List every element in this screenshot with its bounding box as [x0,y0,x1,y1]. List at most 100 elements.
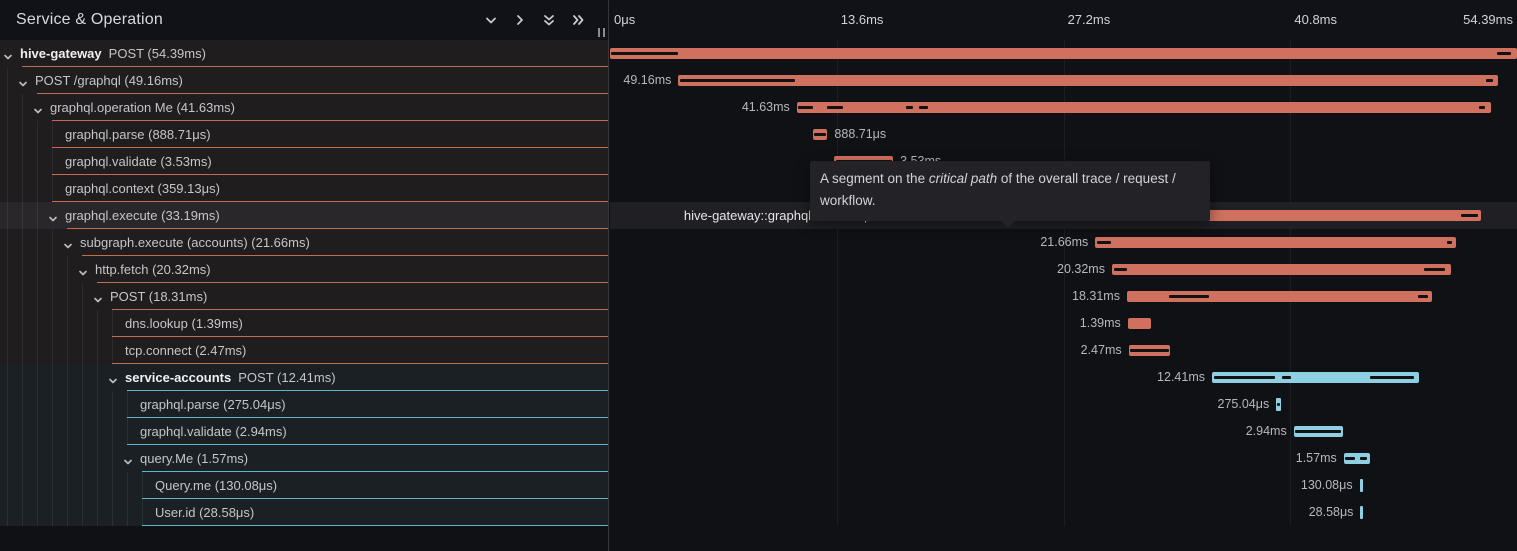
critical-path-segment[interactable] [1417,295,1428,298]
row-divider [142,471,608,472]
operation-name: dns.lookup (1.39ms) [125,316,243,331]
chevron-down-icon[interactable] [78,265,88,276]
span-row[interactable]: graphql.context (359.13μs) [0,175,608,202]
span-row[interactable]: graphql.validate (2.94ms) [0,418,608,445]
span-bar[interactable] [1276,398,1281,411]
span-row[interactable]: tcp.connect (2.47ms) [0,337,608,364]
span-row[interactable]: User.id (28.58μs) [0,499,608,526]
indent-guide [22,499,23,526]
indent-guide [82,364,83,391]
critical-path-segment[interactable] [1423,268,1445,271]
critical-path-segment[interactable] [1497,52,1512,55]
timeline-row: 1.39ms [610,310,1517,337]
operation-name: User.id (28.58μs) [155,505,255,520]
span-row[interactable]: http.fetch (20.32ms) [0,256,608,283]
indent-guide [97,499,98,526]
indent-guide [52,364,53,391]
span-row[interactable]: dns.lookup (1.39ms) [0,310,608,337]
span-bar[interactable] [1343,453,1370,464]
duration-label: 1.57ms [1295,451,1337,465]
critical-path-segment[interactable] [826,106,843,109]
panel-resize-grip[interactable] [598,28,605,37]
service-name: hive-gateway [20,46,102,61]
span-bar[interactable] [1293,426,1343,437]
operation-name: graphql.execute (33.19ms) [65,208,220,223]
span-row[interactable]: hive-gateway POST (54.39ms) [0,40,608,67]
critical-path-segment[interactable] [680,79,796,82]
critical-path-segment[interactable] [1370,376,1414,379]
indent-guide [97,472,98,499]
span-row[interactable]: graphql.parse (888.71μs) [0,121,608,148]
critical-path-segment[interactable] [1213,376,1276,379]
critical-path-segment[interactable] [1129,349,1169,352]
critical-path-segment[interactable] [1447,241,1453,244]
chevron-down-icon[interactable] [18,76,28,87]
timeline-row: 2.47ms [610,337,1517,364]
chevron-down-icon[interactable] [63,238,73,249]
span-row[interactable]: service-accounts POST (12.41ms) [0,364,608,391]
indent-guide [7,121,8,148]
critical-path-segment[interactable] [1096,241,1112,244]
span-bar[interactable] [796,102,1491,113]
span-bar[interactable] [1360,506,1364,519]
expand-one-icon[interactable] [512,12,528,28]
gridline [1063,40,1065,526]
critical-path-segment[interactable] [919,106,928,109]
span-bar[interactable] [1095,237,1457,248]
span-row[interactable]: graphql.execute (33.19ms) [0,202,608,229]
chevron-down-icon[interactable] [108,373,118,384]
span-bar[interactable] [610,48,1517,59]
span-bar[interactable] [812,129,828,140]
span-row[interactable]: POST /graphql (49.16ms) [0,67,608,94]
critical-path-segment[interactable] [611,52,678,55]
span-row[interactable]: graphql.parse (275.04μs) [0,391,608,418]
span-row[interactable]: subgraph.execute (accounts) (21.66ms) [0,229,608,256]
operation-name: tcp.connect (2.47ms) [125,343,247,358]
critical-path-segment[interactable] [1461,214,1478,217]
critical-path-segment[interactable] [1277,403,1280,406]
span-bar[interactable] [1128,345,1170,356]
span-bar[interactable] [1111,264,1451,275]
indent-guide [52,418,53,445]
chevron-down-icon[interactable] [3,49,13,60]
critical-path-segment[interactable] [1486,79,1493,82]
indent-guide [82,472,83,499]
span-row[interactable]: query.Me (1.57ms) [0,445,608,472]
span-bar[interactable] [678,75,1499,86]
span-bar[interactable] [1359,479,1363,492]
critical-path-segment[interactable] [1295,430,1342,433]
chevron-down-icon[interactable] [33,103,43,114]
span-label: graphql.validate (3.53ms) [65,148,212,175]
indent-guide [37,310,38,337]
critical-path-segment[interactable] [1360,457,1368,460]
collapse-one-icon[interactable] [483,12,499,28]
chevron-down-icon[interactable] [48,211,58,222]
critical-path-segment[interactable] [1168,295,1209,298]
critical-path-segment[interactable] [1345,457,1356,460]
critical-path-segment[interactable] [814,133,826,136]
duration-label: 275.04μs [1217,397,1270,411]
indent-guide [82,337,83,364]
critical-path-segment[interactable] [905,106,914,109]
indent-guide [67,310,68,337]
span-bar[interactable] [1126,291,1433,302]
gridline [1290,40,1292,526]
chevron-down-icon[interactable] [93,292,103,303]
span-bar[interactable] [1127,318,1151,329]
span-row[interactable]: graphql.validate (3.53ms) [0,148,608,175]
span-label: graphql.context (359.13μs) [65,175,220,202]
span-label: graphql.execute (33.19ms) [65,202,220,229]
indent-guide [22,391,23,418]
expand-all-icon[interactable] [570,12,586,28]
span-row[interactable]: POST (18.31ms) [0,283,608,310]
span-bar[interactable] [1211,372,1419,383]
span-row[interactable]: graphql.operation Me (41.63ms) [0,94,608,121]
timeline-row: 275.04μs [610,391,1517,418]
collapse-all-icon[interactable] [541,12,557,28]
critical-path-segment[interactable] [1478,106,1486,109]
critical-path-segment[interactable] [798,106,813,109]
critical-path-segment[interactable] [1113,268,1127,271]
span-row[interactable]: Query.me (130.08μs) [0,472,608,499]
chevron-down-icon[interactable] [123,454,133,465]
critical-path-segment[interactable] [1282,376,1292,379]
